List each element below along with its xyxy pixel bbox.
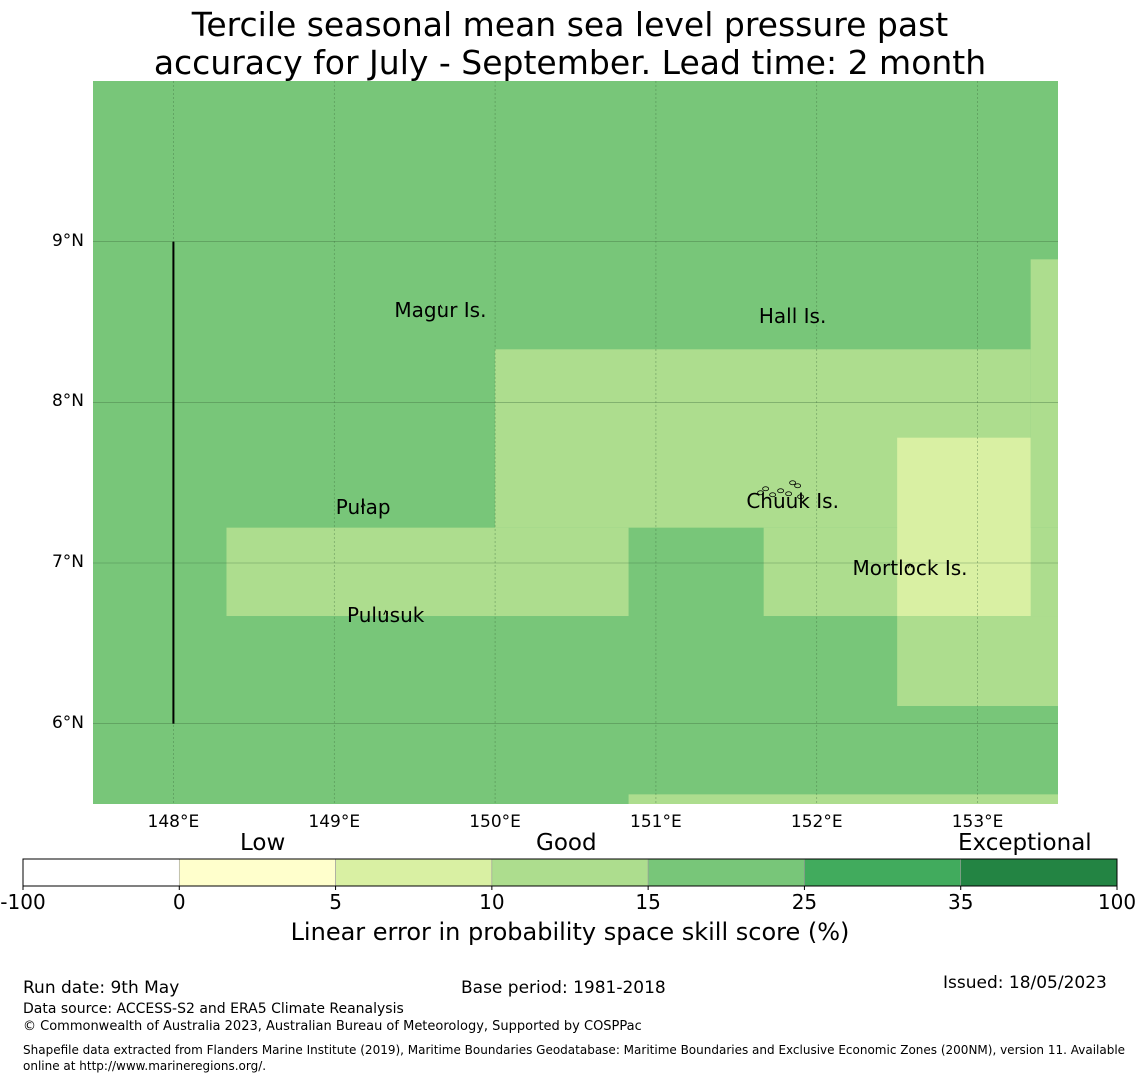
copyright: © Commonwealth of Australia 2023, Austra… [23, 1019, 642, 1034]
lat-tick-label: 6°N [51, 712, 84, 733]
title-line-1: Tercile seasonal mean sea level pressure… [191, 5, 949, 44]
island-shape [757, 490, 765, 496]
skill-cell-5 [897, 437, 1031, 617]
map-canvas [93, 81, 1058, 804]
lon-tick-label: 150°E [469, 812, 521, 832]
lon-tick-label: 153°E [951, 812, 1004, 832]
island-shape [383, 609, 389, 616]
issued-date: Issued: 18/05/2023 [943, 973, 1107, 993]
shapefile-credit-line-1: Shapefile data extracted from Flanders M… [23, 1043, 1126, 1057]
place-label: Hall Is. [758, 303, 827, 328]
colorbar-tick-label: -100 [0, 890, 46, 914]
lat-tick-label: 7°N [51, 552, 84, 572]
category-good: Good [536, 830, 597, 856]
title-line-2: accuracy for July - September. Lead time… [153, 43, 987, 82]
colorbar-frame [22, 858, 1118, 887]
colorbar-tick-label: 100 [1097, 890, 1137, 914]
colorbar-bin [491, 858, 649, 887]
island-shape [785, 491, 793, 497]
island-shape [789, 480, 797, 486]
data-source: Data source: ACCESS-S2 and ERA5 Climate … [23, 1001, 404, 1017]
lat-tick-label: 9°N [51, 230, 84, 251]
colorbar-tick-label: 25 [791, 890, 818, 914]
place-label: Pulusuk [347, 602, 425, 627]
island-shape [777, 488, 785, 494]
colorbar-tick-label: 35 [947, 890, 974, 914]
island-shape [907, 563, 913, 569]
colorbar-tick-label: 5 [329, 890, 342, 914]
skill-cell-2 [226, 527, 629, 617]
island-shape [794, 483, 802, 489]
colorbar-tick-label: 10 [479, 890, 505, 914]
island-shape [437, 304, 443, 310]
lon-tick-label: 149°E [308, 812, 361, 832]
place-label: Pulap [335, 495, 391, 520]
place-label: Mortlock Is. [852, 556, 968, 581]
colorbar-bin [178, 858, 336, 887]
lon-tick-label: 148°E [147, 812, 200, 832]
shapefile-credit: Shapefile data extracted from Flanders M… [23, 1042, 1138, 1074]
colorbar-label: Linear error in probability space skill … [290, 918, 850, 946]
colorbar-bin [804, 858, 962, 887]
lon-tick-label: 152°E [790, 812, 843, 832]
run-date: Run date: 9th May [23, 978, 180, 998]
colorbar-bin [647, 858, 805, 887]
colorbar-bin [22, 858, 180, 887]
colorbar-bin [335, 858, 493, 887]
base-period: Base period: 1981-2018 [461, 978, 666, 998]
colorbar-tick-label: 0 [172, 890, 186, 914]
lat-tick-label: 8°N [51, 391, 84, 412]
skill-cell-6 [628, 794, 1058, 804]
colorbar-tick-label: 15 [635, 890, 661, 914]
island-shape [762, 486, 770, 492]
place-label: Chuuk Is. [746, 488, 839, 513]
skill-cell-1 [1030, 259, 1058, 528]
colorbar [22, 858, 1118, 890]
colorbar-bin [960, 858, 1118, 887]
chart-title: Tercile seasonal mean sea level pressure… [0, 6, 1140, 82]
island-shape [360, 502, 366, 508]
shapefile-credit-line-2: online at http://www.marineregions.org/. [23, 1059, 267, 1073]
category-low: Low [240, 830, 286, 856]
place-label: Magur Is. [394, 297, 487, 322]
island-shape [797, 494, 805, 500]
lon-tick-label: 151°E [630, 812, 682, 832]
island-shape [769, 492, 777, 498]
category-exceptional: Exceptional [958, 830, 1092, 856]
